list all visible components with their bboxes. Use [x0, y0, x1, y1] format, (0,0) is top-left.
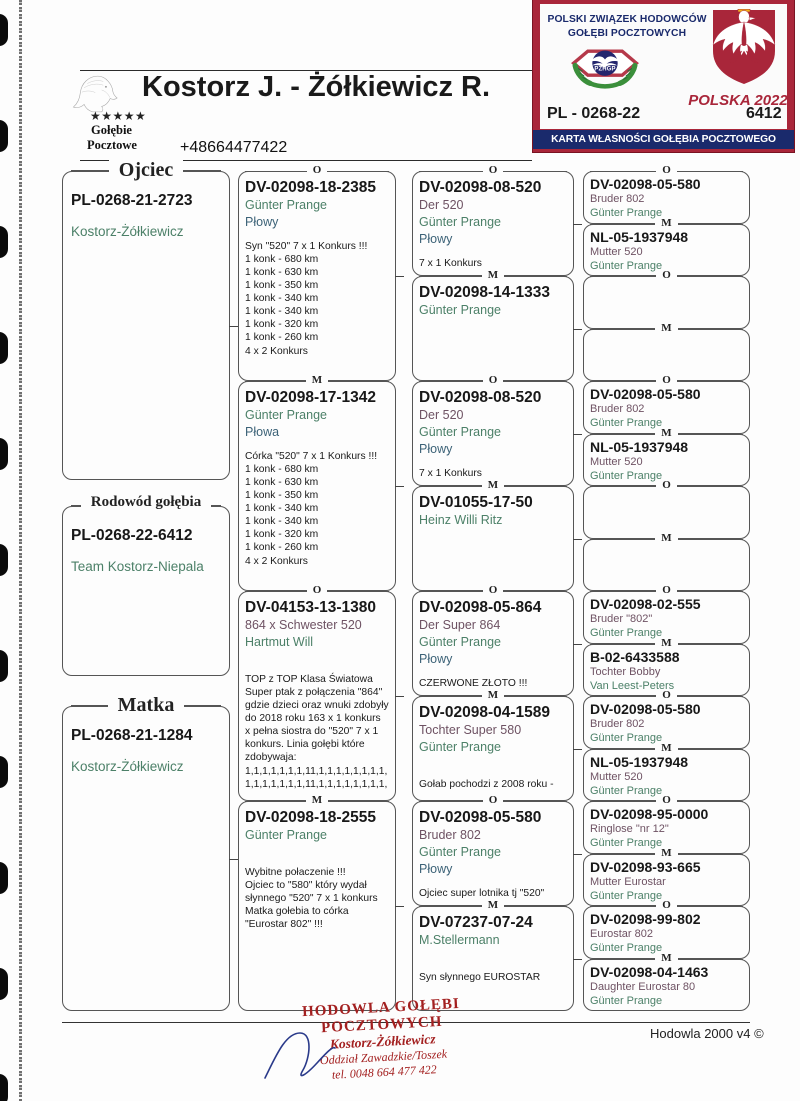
svg-text:PZHGP: PZHGP — [594, 67, 615, 73]
